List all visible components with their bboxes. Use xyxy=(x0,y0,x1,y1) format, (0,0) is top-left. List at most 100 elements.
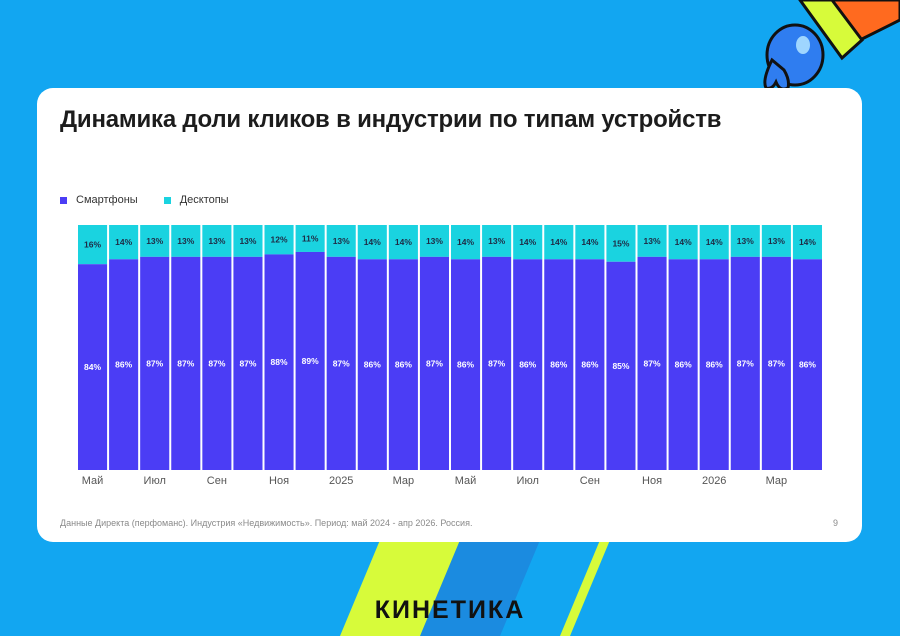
data-label-desktops: 14% xyxy=(519,237,536,247)
bar-desktops xyxy=(730,225,760,257)
x-tick-label: Сен xyxy=(207,475,227,487)
blue-stripe xyxy=(420,540,540,636)
data-label-smartphones: 86% xyxy=(581,360,598,370)
bar-smartphones xyxy=(451,259,481,470)
data-label-desktops: 14% xyxy=(550,237,567,247)
bar-desktops xyxy=(171,225,201,257)
bar-desktops xyxy=(202,225,232,257)
data-label-desktops: 14% xyxy=(675,237,692,247)
data-label-smartphones: 85% xyxy=(612,361,629,371)
x-tick-label: Май xyxy=(82,475,104,487)
bar-desktops xyxy=(451,225,481,260)
bar-smartphones xyxy=(233,256,263,470)
x-tick-label: Июл xyxy=(144,475,166,487)
bar-desktops xyxy=(637,225,667,257)
bar-smartphones xyxy=(761,256,791,470)
data-label-desktops: 11% xyxy=(302,233,319,243)
bar-smartphones xyxy=(606,261,636,470)
bar-desktops xyxy=(295,225,325,252)
bar-smartphones xyxy=(730,256,760,470)
data-label-smartphones: 86% xyxy=(550,360,567,370)
x-tick-label: Май xyxy=(455,475,477,487)
data-label-smartphones: 86% xyxy=(457,360,474,370)
x-tick-label: Мар xyxy=(393,475,415,487)
stacked-bar-chart: 16% 84% Май 14% 86% 13% 87% Июл 13% 87% 13% 87% Сен 1… xyxy=(78,225,822,487)
data-label-desktops: 14% xyxy=(799,237,816,247)
data-label-desktops: 13% xyxy=(146,236,163,246)
data-label-smartphones: 88% xyxy=(271,357,288,367)
data-label-desktops: 14% xyxy=(115,237,132,247)
data-label-smartphones: 86% xyxy=(519,360,536,370)
bar-smartphones xyxy=(699,259,729,470)
bar-smartphones xyxy=(575,259,605,470)
data-label-smartphones: 86% xyxy=(675,360,692,370)
bar-smartphones xyxy=(140,256,170,470)
data-label-smartphones: 86% xyxy=(395,360,412,370)
bar-desktops xyxy=(606,225,636,262)
data-label-desktops: 13% xyxy=(239,236,256,246)
data-label-desktops: 13% xyxy=(208,236,225,246)
bar-desktops xyxy=(792,225,822,260)
x-tick-label: Ноя xyxy=(269,475,289,487)
data-label-smartphones: 87% xyxy=(177,358,194,368)
bar-desktops xyxy=(575,225,605,260)
slide-card: Динамика доли кликов в индустрии по типа… xyxy=(37,88,862,542)
bar-smartphones xyxy=(668,259,698,470)
bar-smartphones xyxy=(513,259,543,470)
x-tick-label: Ноя xyxy=(642,475,662,487)
data-label-desktops: 13% xyxy=(488,236,505,246)
data-label-desktops: 13% xyxy=(426,236,443,246)
data-label-smartphones: 87% xyxy=(768,358,785,368)
bar-desktops xyxy=(264,225,294,255)
bar-smartphones xyxy=(264,254,294,470)
data-label-smartphones: 86% xyxy=(115,360,132,370)
legend-item-smartphones: Смартфоны xyxy=(60,194,138,206)
bar-desktops xyxy=(482,225,512,257)
x-tick-label: Июл xyxy=(517,475,539,487)
bar-smartphones xyxy=(388,259,418,470)
bar-desktops xyxy=(668,225,698,260)
chart-legend: Смартфоны Десктопы xyxy=(60,194,229,206)
data-label-desktops: 13% xyxy=(768,236,785,246)
data-label-smartphones: 86% xyxy=(799,360,816,370)
bar-desktops xyxy=(544,225,574,260)
data-label-smartphones: 86% xyxy=(364,360,381,370)
bar-smartphones xyxy=(326,256,356,470)
x-tick-label: Мар xyxy=(766,475,788,487)
data-label-desktops: 12% xyxy=(271,235,288,245)
bar-smartphones xyxy=(202,256,232,470)
data-label-smartphones: 89% xyxy=(302,356,319,366)
brand-logo-text: КИНЕТИКА xyxy=(374,596,526,624)
bar-smartphones xyxy=(419,256,449,470)
bar-desktops xyxy=(140,225,170,257)
bar-desktops xyxy=(513,225,543,260)
x-tick-label: 2025 xyxy=(329,475,353,487)
bar-smartphones xyxy=(109,259,139,470)
bar-desktops xyxy=(357,225,387,260)
bar-desktops xyxy=(388,225,418,260)
data-label-smartphones: 87% xyxy=(208,358,225,368)
data-label-desktops: 13% xyxy=(644,236,661,246)
bar-desktops xyxy=(699,225,729,260)
data-label-desktops: 13% xyxy=(737,236,754,246)
data-label-desktops: 13% xyxy=(333,236,350,246)
bar-smartphones xyxy=(171,256,201,470)
bar-smartphones xyxy=(357,259,387,470)
bar-smartphones xyxy=(792,259,822,470)
data-label-smartphones: 87% xyxy=(333,358,350,368)
data-label-desktops: 14% xyxy=(395,237,412,247)
data-label-desktops: 15% xyxy=(612,238,629,248)
bar-desktops xyxy=(761,225,791,257)
brush-decoration-icon xyxy=(763,0,900,91)
bar-smartphones xyxy=(78,264,108,470)
data-label-desktops: 14% xyxy=(364,237,381,247)
data-label-smartphones: 87% xyxy=(146,358,163,368)
bar-desktops xyxy=(326,225,356,257)
data-label-smartphones: 87% xyxy=(488,358,505,368)
bar-smartphones xyxy=(482,256,512,470)
lime-stripe xyxy=(560,540,610,636)
legend-swatch-smartphones xyxy=(60,196,67,204)
data-label-desktops: 14% xyxy=(706,237,723,247)
slide-title: Динамика доли кликов в индустрии по типа… xyxy=(60,106,722,133)
